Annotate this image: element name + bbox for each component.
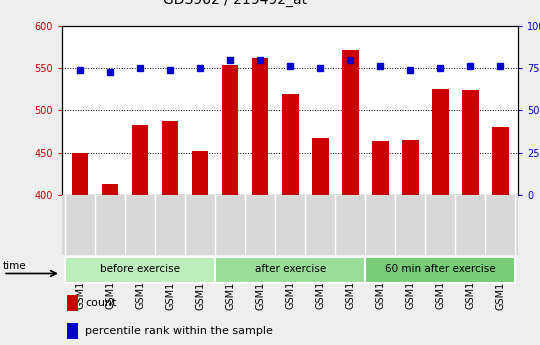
Bar	[372, 141, 389, 195]
Bar	[66, 323, 78, 339]
Bar	[432, 89, 449, 195]
Bar	[492, 127, 509, 195]
Text: percentile rank within the sample: percentile rank within the sample	[85, 326, 273, 336]
Text: before exercise: before exercise	[100, 264, 180, 274]
Text: after exercise: after exercise	[255, 264, 326, 274]
FancyBboxPatch shape	[65, 257, 215, 283]
Bar	[192, 151, 208, 195]
Bar	[222, 65, 239, 195]
FancyBboxPatch shape	[365, 257, 515, 283]
Bar	[162, 121, 178, 195]
Bar	[72, 152, 89, 195]
Bar	[102, 184, 118, 195]
Text: time: time	[3, 262, 27, 272]
Bar	[132, 125, 148, 195]
Bar	[66, 295, 78, 311]
Bar	[402, 140, 418, 195]
Text: 60 min after exercise: 60 min after exercise	[385, 264, 496, 274]
Bar	[342, 50, 359, 195]
Bar	[252, 58, 268, 195]
FancyBboxPatch shape	[215, 257, 365, 283]
Text: count: count	[85, 298, 117, 308]
Bar	[312, 138, 328, 195]
Bar	[282, 94, 299, 195]
Bar	[462, 90, 478, 195]
Text: GDS962 / 219492_at: GDS962 / 219492_at	[164, 0, 308, 7]
